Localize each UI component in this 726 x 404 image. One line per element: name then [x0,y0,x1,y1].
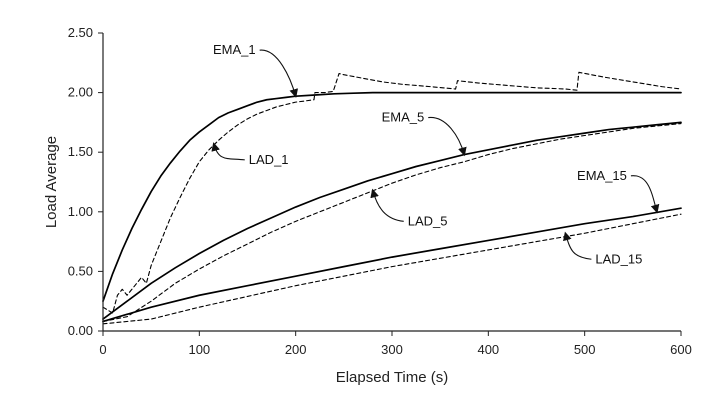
annotation-arrow-lad-5 [370,188,404,222]
annotation-label-lad-5: LAD_5 [408,213,448,228]
annotation-arrow-ema-5 [428,117,467,157]
annotation-arrow-lad-1 [211,142,245,161]
x-tick-label-6: 600 [670,342,692,357]
annotation-label-lad-1: LAD_1 [249,152,289,167]
x-tick-label-2: 200 [285,342,307,357]
y-tick-label-1: 0.50 [68,263,93,278]
series-line-lad-1 [102,71,682,314]
series-line-lad-5 [102,123,682,323]
y-axis-label-group: Load Average [43,136,60,228]
annotation-label-lad-15: LAD_15 [595,251,642,266]
series-line-ema-5 [102,121,682,320]
annotation-arrow-ema-1 [259,49,299,98]
x-tick-label-1: 100 [188,342,210,357]
y-tick-label-4: 2.00 [68,85,93,100]
x-tick-label-5: 500 [574,342,596,357]
x-axis-label: Elapsed Time (s) [336,369,449,386]
annotation-label-ema-1: EMA_1 [213,42,256,57]
y-tick-label-5: 2.50 [68,25,93,40]
series-line-ema-15 [102,207,682,323]
annotation-arrow-layer [211,49,660,260]
annotation-text-layer: EMA_1 LAD_1 EMA_5 LAD_5 EMA_15 LAD_15 [213,42,642,266]
series-line-ema-1 [102,91,682,303]
series-layer [102,71,682,325]
tick-layer: 0.00 0.50 1.00 1.50 2.00 2.50 0 100 200 300 400 500… [68,25,692,357]
annotation-arrow-ema-15 [630,175,660,214]
annotation-arrow-lad-15 [563,231,592,260]
x-tick-label-4: 400 [477,342,499,357]
annotation-label-ema-5: EMA_5 [382,110,425,125]
y-tick-label-2: 1.00 [68,204,93,219]
y-tick-label-3: 1.50 [68,144,93,159]
y-axis-label: Load Average [43,136,60,228]
x-tick-label-3: 300 [381,342,403,357]
series-line-lad-15 [102,213,682,325]
y-tick-label-0: 0.00 [68,323,93,338]
annotation-label-ema-15: EMA_15 [577,168,627,183]
x-tick-label-0: 0 [99,342,106,357]
